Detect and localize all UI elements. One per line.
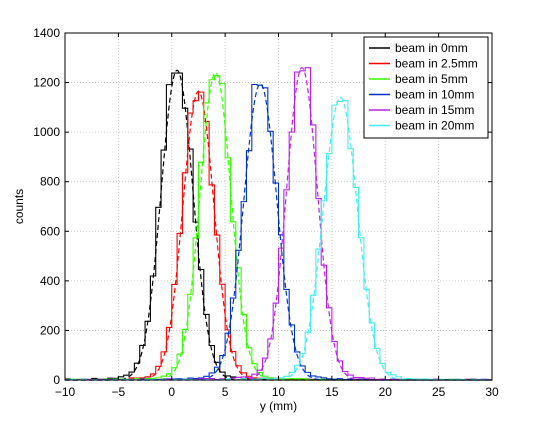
x-tick-label: 25 [432, 385, 446, 399]
x-tick-label: 20 [379, 385, 393, 399]
legend-label: beam in 15mm [395, 103, 474, 117]
x-tick-label: 10 [272, 385, 286, 399]
y-tick-label: 800 [40, 175, 60, 189]
x-tick-label: −10 [55, 385, 76, 399]
y-tick-label: 600 [40, 224, 60, 238]
legend-box [363, 36, 489, 139]
y-tick-label: 1400 [33, 26, 60, 40]
x-tick-label: 15 [325, 385, 339, 399]
legend-label: beam in 0mm [395, 41, 468, 55]
legend-label: beam in 5mm [395, 72, 468, 86]
y-tick-label: 400 [40, 274, 60, 288]
fit-series-line [65, 66, 492, 381]
y-tick-label: 200 [40, 323, 60, 337]
y-tick-label: 0 [53, 373, 60, 387]
x-tick-label: 0 [168, 385, 175, 399]
y-tick-label: 1000 [33, 125, 60, 139]
y-tick-label: 1200 [33, 76, 60, 90]
tick-layer: −10 −5 0 5 10 15 20 25 30 0 200 400 600 800 1000 1200 14… [33, 26, 499, 399]
x-tick-label: −5 [112, 385, 126, 399]
x-tick-label: 5 [222, 385, 229, 399]
legend-label: beam in 20mm [395, 119, 474, 133]
y-axis-label: counts [12, 189, 26, 224]
x-axis-label: y (mm) [260, 399, 297, 413]
x-tick-label: 30 [485, 385, 499, 399]
legend-label: beam in 10mm [395, 88, 474, 102]
legend-label: beam in 2.5mm [395, 57, 478, 71]
